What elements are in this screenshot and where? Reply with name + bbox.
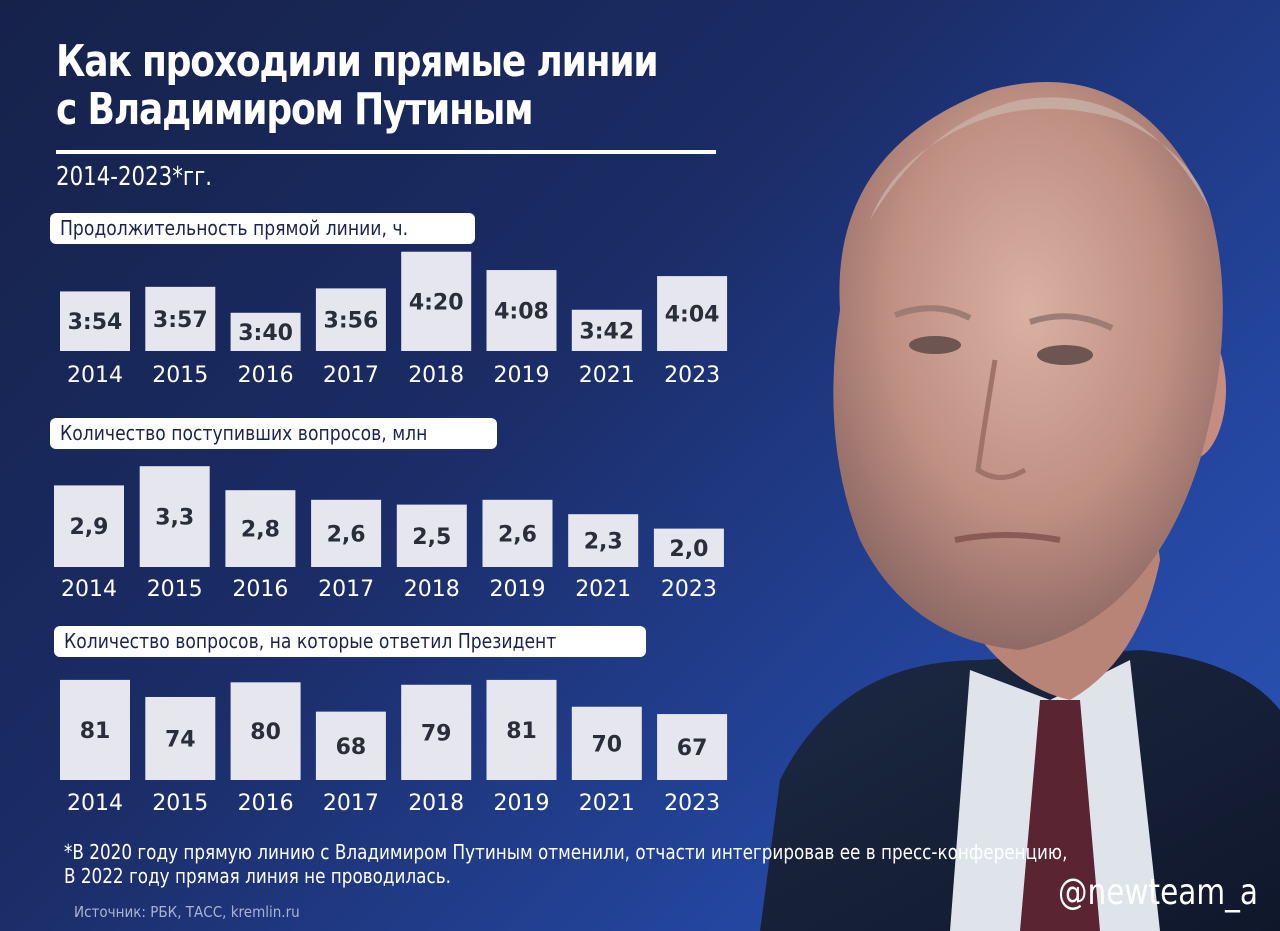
year-tick-label: 2014	[67, 363, 123, 388]
bar-questions-answered-2017	[315, 711, 386, 780]
bar-value-label: 79	[421, 721, 452, 746]
bar-duration-2018	[401, 251, 472, 351]
bar-duration-2015	[145, 286, 216, 351]
year-tick-label: 2016	[232, 577, 288, 602]
year-tick-label: 2014	[67, 791, 123, 816]
bar-questions-received-2018	[396, 504, 467, 567]
chart-title-questions-answered: Количество вопросов, на которые ответил …	[54, 626, 647, 657]
bar-questions-received-2016	[225, 490, 296, 567]
year-tick-label: 2017	[323, 363, 379, 388]
bar-value-label: 3,3	[155, 506, 194, 531]
title-line-1: Как проходили прямые линии	[56, 36, 659, 87]
channel-handle: @newteam_a	[1058, 872, 1258, 913]
bar-duration-2017	[315, 288, 386, 351]
bar-value-label: 81	[80, 719, 111, 744]
year-tick-label: 2017	[318, 577, 374, 602]
bar-value-label: 2,6	[327, 522, 366, 547]
bar-value-label: 2,0	[669, 537, 708, 562]
year-tick-label: 2015	[152, 363, 208, 388]
bar-questions-answered-2018	[401, 684, 472, 780]
bar-value-label: 68	[336, 735, 367, 760]
bar-questions-answered-2021	[571, 706, 642, 780]
year-tick-label: 2016	[238, 363, 294, 388]
portrait-photo	[720, 60, 1280, 931]
year-tick-label: 2019	[490, 577, 546, 602]
year-tick-label: 2019	[494, 363, 550, 388]
year-tick-label: 2021	[579, 363, 635, 388]
bar-questions-answered-2014	[60, 679, 130, 780]
year-tick-label: 2015	[152, 791, 208, 816]
bar-value-label: 81	[506, 719, 537, 744]
chart-title-questions-answered-text: Количество вопросов, на которые ответил …	[64, 629, 557, 653]
chart-title-duration: Продолжительность прямой линии, ч.	[50, 213, 475, 244]
year-tick-label: 2023	[664, 363, 720, 388]
bar-duration-2021	[571, 309, 642, 351]
year-tick-label: 2021	[579, 791, 635, 816]
chart-title-duration-text: Продолжительность прямой линии, ч.	[60, 216, 409, 240]
footnote-line-1: *В 2020 году прямую линию с Владимиром П…	[64, 840, 1068, 864]
bar-value-label: 3:57	[153, 308, 208, 333]
bar-value-label: 3:56	[324, 309, 379, 334]
bar-value-label: 2,5	[412, 525, 451, 550]
year-tick-label: 2015	[147, 577, 203, 602]
bar-value-label: 70	[591, 732, 622, 757]
bar-value-label: 2,6	[498, 522, 537, 547]
bar-value-label: 2,9	[70, 515, 109, 540]
bar-questions-received-2017	[311, 499, 382, 567]
bar-value-label: 80	[250, 720, 281, 745]
year-tick-label: 2019	[494, 791, 550, 816]
bar-questions-received-2015	[139, 466, 210, 567]
bar-duration-2014	[60, 291, 130, 351]
year-tick-label: 2014	[61, 577, 117, 602]
page-title: Как проходили прямые линии с Владимиром …	[56, 36, 659, 135]
bar-value-label: 3:40	[238, 321, 293, 346]
source-note: Источник: РБК, ТАСС, kremlin.ru	[74, 903, 300, 921]
bar-questions-received-2019	[482, 499, 553, 567]
bar-value-label: 3:42	[579, 319, 634, 344]
bar-value-label: 2,3	[584, 530, 623, 555]
bar-value-label: 4:04	[665, 303, 720, 328]
chart-title-questions-received: Количество поступивших вопросов, млн	[50, 418, 498, 449]
bar-questions-received-2014	[54, 485, 124, 567]
bar-questions-answered-2023	[657, 714, 728, 780]
bar-value-label: 4:08	[494, 300, 549, 325]
title-underline	[56, 150, 716, 154]
year-tick-label: 2018	[408, 791, 464, 816]
bar-questions-answered-2019	[486, 679, 557, 780]
bar-duration-2016	[230, 312, 301, 351]
year-tick-label: 2021	[575, 577, 631, 602]
year-tick-label: 2018	[408, 363, 464, 388]
footnote-line-2: В 2022 году прямая линия не проводилась.	[64, 864, 451, 888]
year-tick-label: 2023	[661, 577, 717, 602]
year-tick-label: 2017	[323, 791, 379, 816]
bar-value-label: 2,8	[241, 518, 280, 543]
bar-questions-received-2023	[653, 528, 724, 567]
bar-value-label: 4:20	[409, 290, 464, 315]
bar-questions-answered-2015	[145, 696, 216, 780]
chart-title-questions-received-text: Количество поступивших вопросов, млн	[60, 421, 428, 445]
bar-questions-answered-2016	[230, 682, 301, 780]
year-tick-label: 2023	[664, 791, 720, 816]
year-tick-label: 2018	[404, 577, 460, 602]
bar-value-label: 67	[677, 736, 708, 761]
bar-duration-2019	[486, 270, 557, 351]
bar-value-label: 3:54	[68, 310, 123, 335]
bar-questions-received-2021	[568, 514, 639, 567]
bar-value-label: 74	[165, 727, 196, 752]
year-tick-label: 2016	[238, 791, 294, 816]
footnote: *В 2020 году прямую линию с Владимиром П…	[64, 840, 1068, 888]
title-line-2: с Владимиром Путиным	[56, 84, 534, 135]
portrait-illustration	[760, 82, 1280, 931]
bar-duration-2023	[657, 276, 728, 351]
period-subtitle: 2014-2023*гг.	[56, 162, 213, 192]
